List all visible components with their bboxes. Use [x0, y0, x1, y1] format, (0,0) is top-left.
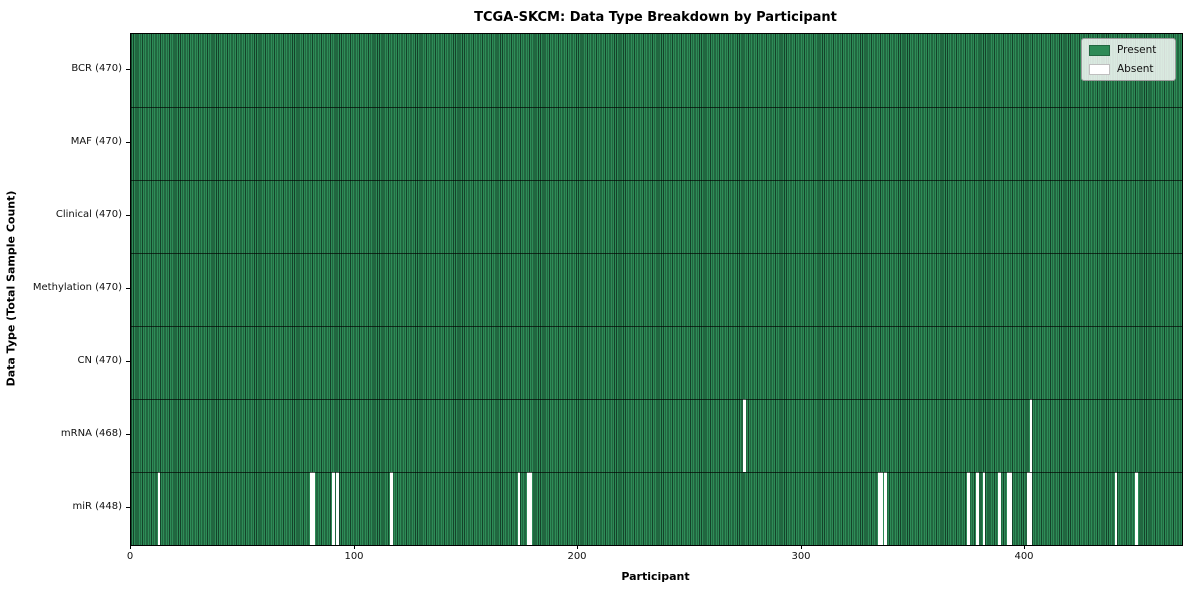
x-axis-label: Participant — [621, 570, 690, 583]
absent-cell-miR-334 — [877, 472, 881, 545]
y-tick-mark — [126, 215, 130, 216]
absent-cell-miR-337 — [884, 472, 888, 545]
x-tick-label-300: 300 — [791, 551, 811, 562]
x-tick-mark — [354, 545, 355, 549]
absent-cell-mRNA-274 — [743, 399, 747, 472]
absent-cell-miR-92 — [336, 472, 340, 545]
x-tick-mark — [801, 545, 802, 549]
y-tick-label-mrna: mRNA (468) — [60, 428, 122, 439]
legend-item-absent: Absent — [1089, 63, 1168, 75]
x-tick-mark — [130, 545, 131, 549]
x-tick-mark — [1024, 545, 1025, 549]
absent-cell-miR-374 — [967, 472, 970, 545]
x-tick-mark — [577, 545, 578, 549]
absent-cell-miR-393 — [1009, 472, 1013, 545]
absent-cell-miR-381 — [982, 472, 986, 545]
y-tick-label-bcr: BCR (470) — [71, 63, 122, 74]
row-divider — [131, 106, 1182, 108]
row-divider — [131, 325, 1182, 327]
y-tick-mark — [126, 434, 130, 435]
y-tick-mark — [126, 361, 130, 362]
y-tick-label-maf: MAF (470) — [70, 136, 122, 147]
y-tick-label-mir: miR (448) — [72, 501, 122, 512]
chart-title: TCGA-SKCM: Data Type Breakdown by Partic… — [474, 10, 837, 25]
x-tick-label-100: 100 — [344, 551, 364, 562]
absent-cell-miR-402 — [1029, 472, 1033, 545]
absent-cell-mRNA-402 — [1029, 399, 1033, 472]
x-tick-label-400: 400 — [1014, 551, 1034, 562]
absent-cell-miR-116 — [390, 472, 393, 545]
row-divider — [131, 252, 1182, 254]
legend-item-present: Present — [1089, 44, 1168, 56]
x-tick-label-200: 200 — [567, 551, 587, 562]
absent-cell-miR-335 — [879, 472, 883, 545]
plot-area — [130, 33, 1183, 546]
legend-label-absent: Absent — [1117, 63, 1154, 75]
absent-cell-miR-392 — [1007, 472, 1011, 545]
absent-cell-miR-378 — [975, 472, 979, 545]
y-tick-label-methylation: Methylation (470) — [32, 282, 122, 293]
legend-swatch-present-icon — [1089, 44, 1110, 56]
legend-label-present: Present — [1117, 44, 1157, 56]
absent-cell-miR-177 — [526, 472, 530, 545]
absent-cell-miR-388 — [998, 472, 1002, 545]
y-tick-mark — [126, 288, 130, 289]
y-tick-mark — [126, 142, 130, 143]
absent-cell-miR-401 — [1027, 472, 1031, 545]
y-tick-label-cn: CN (470) — [77, 355, 122, 366]
row-divider — [131, 398, 1182, 400]
x-tick-label-0: 0 — [126, 551, 134, 562]
row-divider — [131, 179, 1182, 181]
absent-cell-miR-81 — [311, 472, 315, 545]
absent-cell-miR-80 — [309, 472, 313, 545]
absent-cell-miR-173 — [517, 472, 521, 545]
absent-cell-miR-12 — [157, 472, 161, 545]
y-tick-mark — [126, 69, 130, 70]
row-divider — [131, 471, 1182, 473]
absent-cell-miR-440 — [1114, 472, 1118, 545]
y-tick-label-clinical: Clinical (470) — [55, 209, 122, 220]
legend-swatch-absent-icon — [1089, 63, 1110, 75]
absent-cell-miR-90 — [331, 472, 335, 545]
legend: Present Absent — [1081, 38, 1176, 81]
absent-cell-miR-178 — [528, 472, 532, 545]
absent-cell-miR-449 — [1134, 472, 1138, 545]
y-tick-mark — [126, 507, 130, 508]
